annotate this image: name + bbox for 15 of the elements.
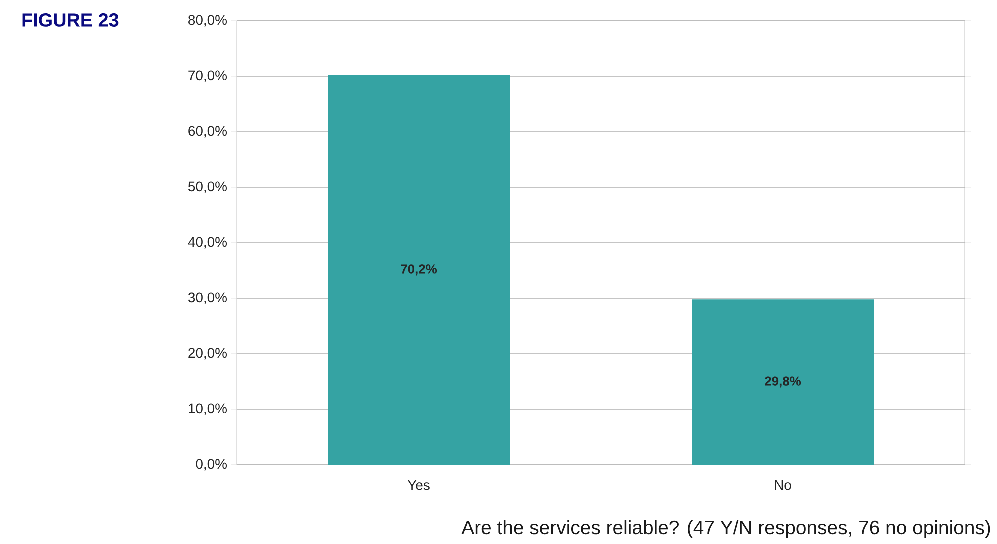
data-label: 70,2%	[401, 264, 438, 276]
y-tick-label: 70,0%	[188, 70, 227, 82]
x-axis-title: Are the services reliable? (47 Y/N responses, 76 no opinions)	[462, 520, 990, 538]
y-tick-label: 60,0%	[188, 126, 227, 138]
y-tick-label: 40,0%	[188, 237, 227, 249]
y-tick-label: 80,0%	[188, 15, 227, 27]
text: FIGURE 23	[22, 14, 119, 27]
y-tick-label: 50,0%	[188, 182, 227, 194]
x-tick-label: Yes	[408, 480, 430, 490]
y-tick-label: 0,0%	[196, 459, 227, 471]
y-tick-label: 30,0%	[188, 292, 227, 304]
data-label: 29,8%	[765, 376, 802, 388]
y-tick-label: 20,0%	[188, 348, 227, 360]
y-tick-label: 10,0%	[189, 404, 227, 416]
x-tick-label: No	[775, 480, 792, 490]
